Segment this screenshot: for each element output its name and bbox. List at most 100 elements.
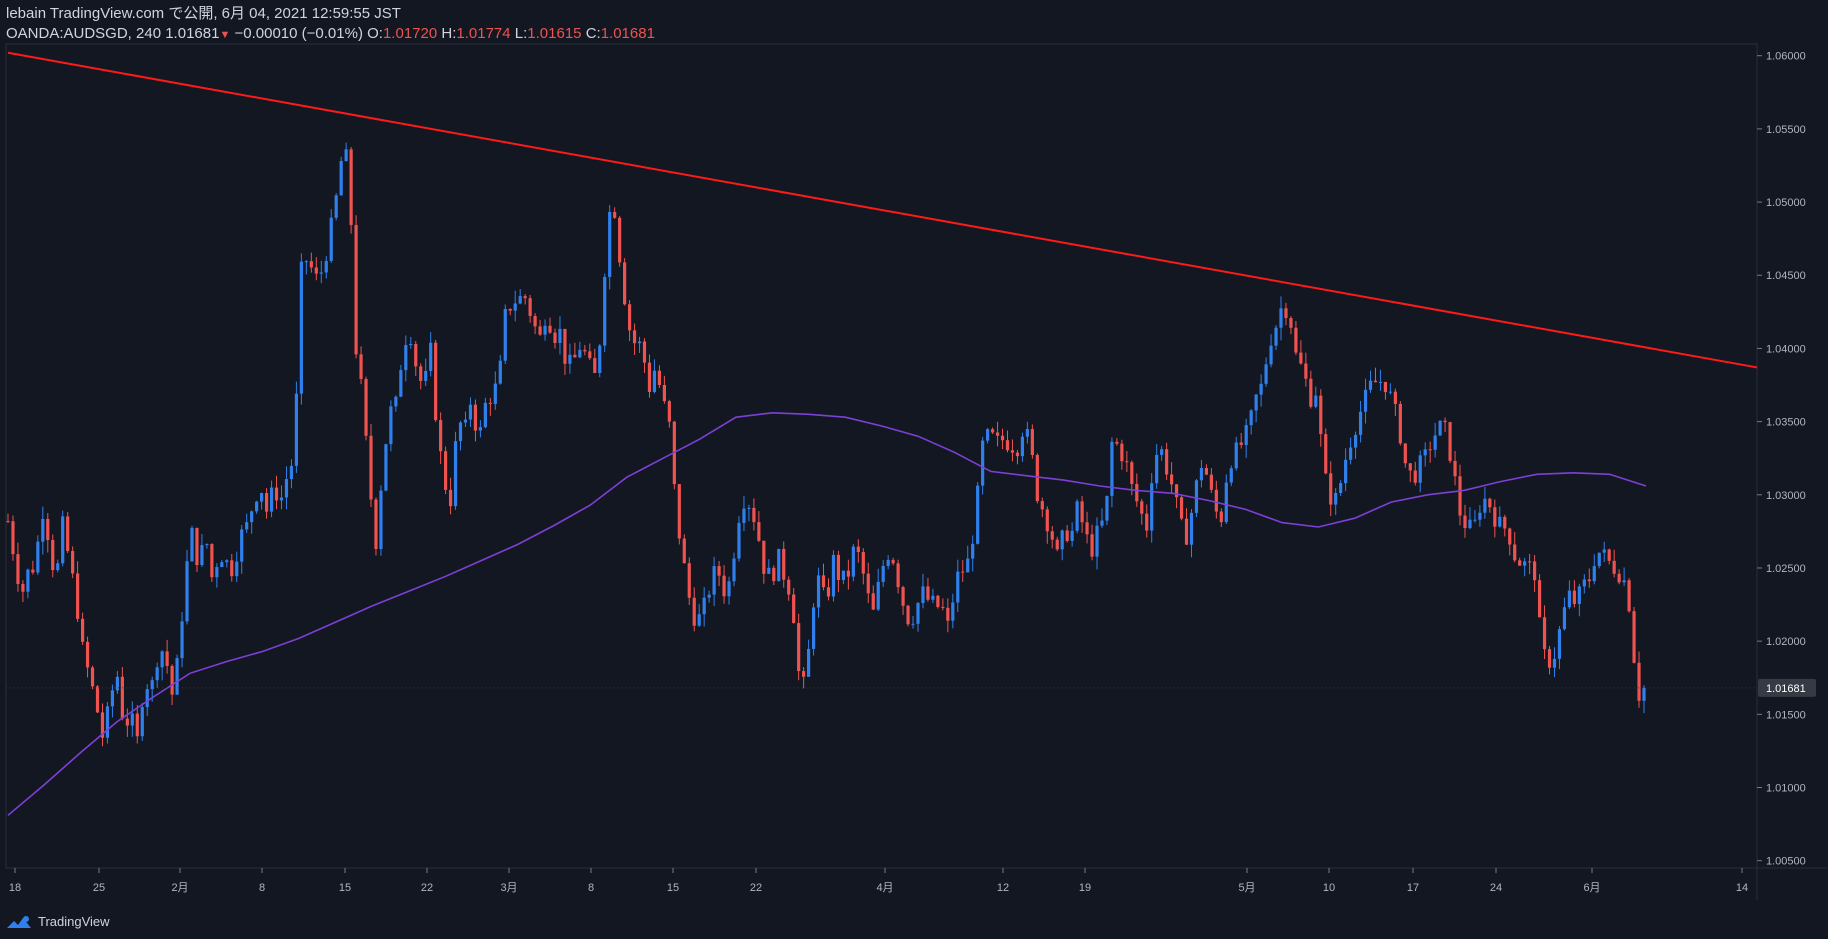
candle-body [1115,441,1119,444]
candle-body [702,597,706,615]
candle-body [374,499,378,550]
candle-body [1204,468,1209,475]
close-value: 1.01681 [600,25,655,42]
candle-body [1349,447,1353,460]
candle-body [623,262,627,305]
candle-body [1353,434,1358,448]
candle-body [1010,450,1015,453]
candle-body [1378,381,1383,383]
candle-body [1304,363,1308,379]
footer-brand[interactable]: TradingView [6,914,110,929]
time-tick-label: 14 [1736,882,1748,894]
candle-body [434,342,438,421]
candle-body [652,370,657,392]
candle-body [1015,452,1020,457]
candle-body [1035,454,1039,502]
candle-body [1045,509,1049,532]
candle-body [264,493,269,512]
low-label: L: [514,25,528,42]
candle-body [130,713,134,726]
candle-body [299,261,303,394]
time-tick-label: 8 [259,882,265,894]
candle-body [349,149,353,226]
candle-body [772,567,776,582]
candle-body [274,487,279,501]
candle-body [906,605,910,625]
candle-body [155,667,159,681]
candle-body [990,429,995,433]
candle-body [463,419,468,423]
candle-body [190,527,194,562]
candle-body [1085,522,1089,535]
candle-body [603,276,607,346]
candle-body [518,296,522,304]
candle-body [304,261,308,263]
candle-body [1130,462,1134,484]
candle-body [1289,318,1293,328]
candle-body [841,570,846,580]
candle-body [424,370,428,381]
candle-body [269,487,274,512]
candle-body [747,507,751,509]
candle-body [1438,420,1442,436]
candle-body [1642,687,1646,701]
candle-body [891,559,895,564]
candle-body [1582,579,1586,587]
candle-body [986,429,990,441]
candle-body [250,511,254,523]
candle-body [1413,470,1417,483]
candle-body [1358,411,1363,435]
candle-body [1234,442,1238,469]
candle-body [215,567,219,578]
time-tick-label: 24 [1490,882,1502,894]
candle-body [1577,586,1581,604]
candle-body [503,308,507,361]
price-axis[interactable]: 1.06000 1.05500 1.05000 1.04500 1.04000 1.035… [1757,51,1806,868]
candle-body [627,304,632,331]
resistance-trendline[interactable] [7,51,1758,369]
candle-body [802,671,806,677]
candle-body [1090,534,1094,557]
symbol-label[interactable]: OANDA:AUDSGD, 240 [6,25,162,42]
candle-body [1518,560,1522,566]
candle-body [1165,449,1169,475]
candles-layer [6,142,1646,747]
candle-body [404,345,408,371]
plot-area[interactable] [5,43,1758,869]
candle-body [488,402,492,404]
candle-body [836,554,841,580]
candle-body [856,546,860,553]
candle-body [170,665,174,695]
candle-body [782,548,786,580]
candle-body [493,383,497,404]
candle-body [443,451,448,490]
candle-body [712,566,716,595]
candle-body [667,401,671,422]
candle-body [279,497,284,501]
candle-body [468,404,473,420]
candle-body [1254,394,1258,411]
time-axis[interactable]: 18 25 2月 8 15 22 3月 8 15 22 4月 12 19 5月 10 17 24 6月 14 [9,868,1748,894]
candle-body [1169,474,1174,485]
candle-body [1030,429,1034,455]
candle-body [1000,435,1005,441]
candle-body [1239,442,1243,445]
candle-body [618,217,622,263]
candle-body [1373,380,1378,383]
candle-body [1542,617,1547,650]
candle-body [1428,449,1432,451]
candle-body [205,544,209,546]
candle-body [851,546,855,577]
candle-body [334,195,338,218]
candle-body [16,554,20,584]
candle-body [657,370,662,385]
candle-body [1453,460,1457,477]
candle-body [1533,561,1537,581]
candle-body [936,595,940,607]
candle-body [140,707,144,737]
trendline-layer[interactable] [7,51,1758,369]
candle-body [11,521,15,555]
high-value: 1.01774 [456,25,511,42]
last-price-badge [1758,678,1816,697]
